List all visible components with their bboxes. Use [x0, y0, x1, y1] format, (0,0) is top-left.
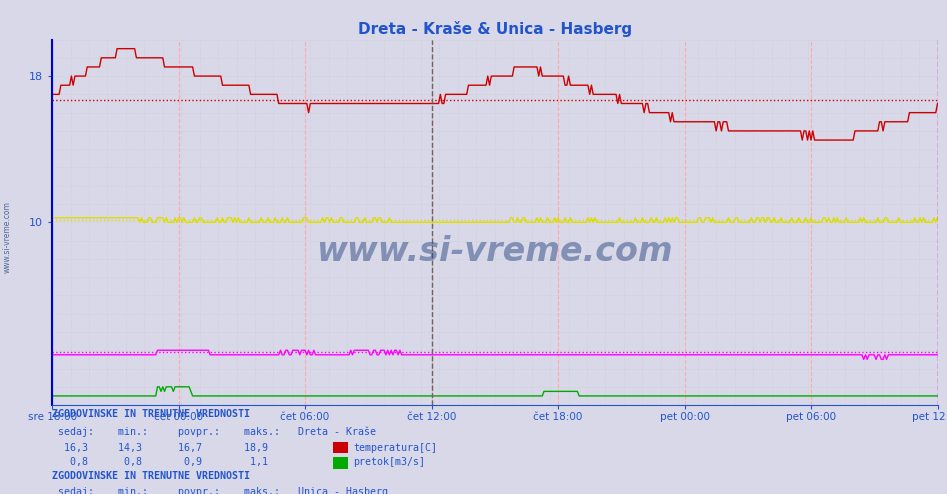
Text: sedaj:    min.:     povpr.:    maks.:   Unica - Hasberg: sedaj: min.: povpr.: maks.: Unica - Hasb…	[52, 487, 388, 494]
Title: Dreta - Kraše & Unica - Hasberg: Dreta - Kraše & Unica - Hasberg	[358, 21, 632, 37]
Text: www.si-vreme.com: www.si-vreme.com	[3, 201, 12, 273]
Text: 16,3     14,3      16,7       18,9: 16,3 14,3 16,7 18,9	[52, 443, 268, 453]
Text: ZGODOVINSKE IN TRENUTNE VREDNOSTI: ZGODOVINSKE IN TRENUTNE VREDNOSTI	[52, 410, 250, 419]
Text: temperatura[C]: temperatura[C]	[353, 443, 438, 453]
Text: pretok[m3/s]: pretok[m3/s]	[353, 457, 425, 467]
Text: 0,8      0,8       0,9        1,1: 0,8 0,8 0,9 1,1	[52, 457, 268, 467]
Text: www.si-vreme.com: www.si-vreme.com	[316, 235, 673, 268]
Text: sedaj:    min.:     povpr.:    maks.:   Dreta - Kraše: sedaj: min.: povpr.: maks.: Dreta - Kraš…	[52, 426, 376, 437]
Text: ZGODOVINSKE IN TRENUTNE VREDNOSTI: ZGODOVINSKE IN TRENUTNE VREDNOSTI	[52, 471, 250, 481]
